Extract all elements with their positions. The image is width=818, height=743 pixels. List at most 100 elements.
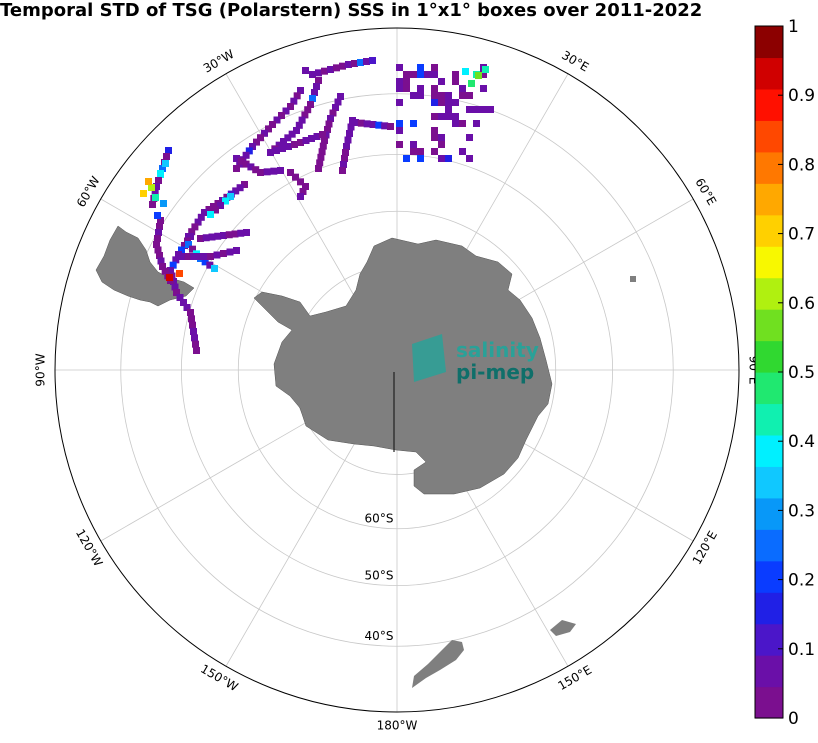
std-cell <box>273 116 281 124</box>
colorbar-swatch <box>755 246 783 279</box>
std-cell <box>273 147 280 154</box>
std-cell <box>452 78 459 85</box>
std-cell <box>431 64 438 71</box>
std-cell <box>153 183 160 190</box>
std-cell <box>324 126 331 133</box>
std-cell <box>438 134 445 141</box>
std-cell <box>282 107 290 115</box>
std-cell <box>363 58 370 65</box>
std-cell <box>193 347 200 354</box>
std-cell <box>417 85 424 92</box>
std-cell <box>369 121 377 128</box>
std-cell <box>309 71 316 78</box>
std-cell <box>424 71 431 78</box>
std-cell <box>181 242 188 249</box>
std-cell <box>190 328 197 335</box>
std-cell <box>487 106 494 113</box>
tasmania <box>450 648 458 656</box>
std-cell <box>180 299 187 306</box>
std-cell <box>482 66 489 73</box>
colorbar-swatch <box>755 26 783 59</box>
std-cell <box>187 233 194 240</box>
std-cell <box>308 135 315 142</box>
std-cell <box>185 241 192 248</box>
std-cell <box>175 251 182 258</box>
std-cell <box>345 61 352 68</box>
std-cell <box>162 160 169 167</box>
std-cell <box>334 98 342 106</box>
std-cell <box>321 137 328 144</box>
colorbar-tick-label: 0.2 <box>788 571 815 591</box>
std-cell <box>381 122 389 130</box>
std-cell <box>396 141 403 148</box>
std-cell <box>167 267 174 274</box>
std-cell <box>197 213 205 221</box>
std-cell <box>290 97 298 105</box>
std-cell <box>468 80 475 87</box>
std-cell <box>149 201 156 208</box>
std-cell <box>309 95 316 102</box>
std-cell <box>431 134 438 141</box>
std-cell <box>194 218 202 226</box>
std-cell <box>396 120 403 127</box>
std-cell <box>307 101 314 108</box>
colorbar-swatch <box>755 57 783 90</box>
std-cell <box>212 206 219 214</box>
std-cell <box>189 321 196 329</box>
std-cell <box>161 267 169 275</box>
std-cell <box>417 64 424 71</box>
std-cell <box>201 258 209 266</box>
std-cell <box>245 147 253 155</box>
std-cell <box>197 235 204 242</box>
std-cell <box>184 253 192 260</box>
lon-120e-label: 120°E <box>690 528 720 567</box>
std-cell <box>154 212 161 219</box>
std-cell <box>327 115 334 122</box>
std-cell <box>431 148 438 155</box>
map-title: Temporal STD of TSG (Polarstern) SSS in … <box>0 0 703 21</box>
std-cell <box>344 136 352 144</box>
std-cell <box>269 121 276 128</box>
std-cell <box>187 309 194 316</box>
std-cell <box>462 68 469 75</box>
std-cell <box>304 106 312 114</box>
std-cell <box>317 153 325 161</box>
colorbar-swatch <box>755 655 783 688</box>
std-cell <box>417 92 424 99</box>
std-cell <box>438 141 445 148</box>
colorbar-swatch <box>755 466 783 499</box>
std-cell <box>315 165 322 172</box>
std-cell <box>172 256 180 264</box>
colorbar-tick-label: 0.5 <box>788 363 815 383</box>
std-cell <box>287 103 294 110</box>
std-cell <box>346 130 353 137</box>
std-cell <box>445 113 452 120</box>
std-cell <box>140 190 147 197</box>
std-cell <box>153 241 160 248</box>
std-cell <box>157 257 165 265</box>
colorbar-swatch <box>755 340 783 373</box>
std-cell <box>159 165 166 172</box>
std-cell <box>403 155 410 162</box>
std-cell <box>211 265 218 272</box>
std-cell <box>319 131 326 138</box>
std-cell <box>473 106 480 113</box>
std-cell <box>183 304 191 311</box>
std-cell <box>445 99 452 106</box>
std-cell <box>242 160 250 168</box>
std-cell <box>321 67 328 75</box>
std-cell <box>311 89 318 96</box>
salinity-pi-mep-logo: salinity pi-mep <box>412 334 539 384</box>
std-cell <box>195 253 203 260</box>
std-cell <box>284 134 292 142</box>
std-cell <box>156 223 163 230</box>
std-cell <box>313 133 321 140</box>
std-cell <box>339 62 346 70</box>
std-cell <box>176 270 183 277</box>
std-cell <box>190 253 198 260</box>
std-cell <box>243 229 250 236</box>
std-cell <box>189 245 196 253</box>
new-zealand-south <box>412 640 464 688</box>
lon-60e-label: 60°E <box>692 176 719 208</box>
